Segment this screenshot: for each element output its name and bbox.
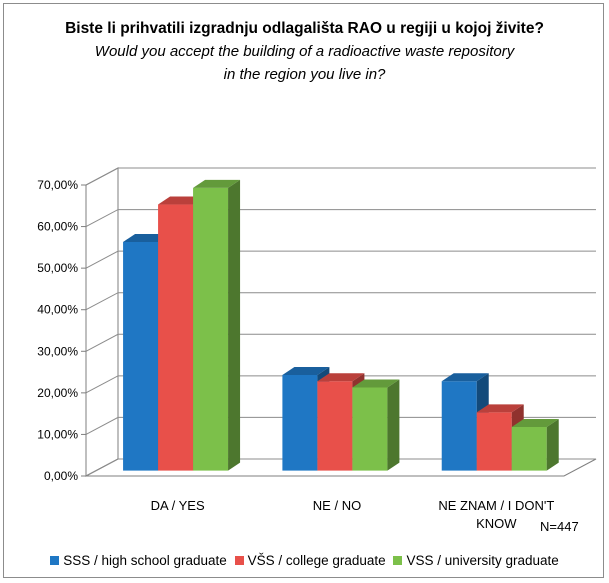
bar-front — [476, 412, 512, 471]
bar-front — [317, 381, 353, 471]
y-tick-label: 60,00% — [37, 220, 78, 234]
chart-title: Biste li prihvatili izgradnju odlagališt… — [65, 20, 544, 37]
side-wall — [85, 167, 119, 477]
bar-top — [511, 418, 559, 427]
legend-item-vss-university: VSS / university graduate — [393, 553, 559, 568]
bar-side — [228, 179, 241, 471]
chart-title-block: Biste li prihvatili izgradnju odlagališt… — [0, 18, 609, 86]
gridline — [85, 250, 596, 269]
legend-swatch-college — [234, 556, 244, 565]
gridline — [85, 292, 596, 311]
x-category-label: NE / NO — [313, 498, 361, 513]
bar-top — [193, 179, 241, 188]
legend-swatch-university — [393, 556, 403, 565]
x-category-label: NE ZNAM / I DON'T KNOW — [438, 498, 554, 531]
gridline — [85, 333, 596, 352]
bar-front — [441, 381, 477, 471]
gridline — [85, 167, 596, 186]
sample-size-label: N=447 — [540, 519, 579, 534]
x-category-label: DA / YES — [151, 498, 205, 513]
bar-top — [317, 373, 365, 382]
bar-top — [441, 373, 489, 382]
bar-top — [282, 366, 330, 375]
legend-label-college: VŠS / college graduate — [247, 553, 386, 568]
bar-front — [511, 426, 547, 471]
legend-swatch-sss — [50, 556, 60, 565]
legend-label-university: VSS / university graduate — [406, 553, 559, 568]
chart-subtitle: Would you accept the building of a radio… — [94, 43, 515, 83]
y-tick-label: 10,00% — [37, 427, 78, 441]
gridline — [85, 209, 596, 228]
legend-label-sss: SSS / high school graduate — [63, 553, 227, 568]
gridline — [85, 458, 596, 477]
bar-side — [546, 418, 559, 471]
y-tick-label: 50,00% — [37, 261, 78, 275]
bar-top — [476, 404, 524, 413]
legend-item-sss: SSS / high school graduate — [50, 553, 227, 568]
y-tick-label: 0,00% — [44, 469, 78, 483]
legend-item-vss-college: VŠS / college graduate — [234, 553, 386, 568]
gridline — [85, 375, 596, 394]
bar-front — [352, 387, 388, 471]
y-tick-label: 30,00% — [37, 344, 78, 358]
bar-front — [282, 374, 318, 471]
bar-side — [387, 379, 400, 471]
bar-top — [352, 379, 400, 388]
gridline — [85, 416, 596, 435]
y-tick-label: 40,00% — [37, 303, 78, 317]
legend: SSS / high school graduate VŠS / college… — [0, 553, 609, 568]
y-tick-label: 20,00% — [37, 386, 78, 400]
bar-front — [123, 241, 159, 471]
bar-front — [158, 204, 194, 471]
bar-front — [193, 187, 229, 471]
y-tick-label: 70,00% — [37, 178, 78, 192]
